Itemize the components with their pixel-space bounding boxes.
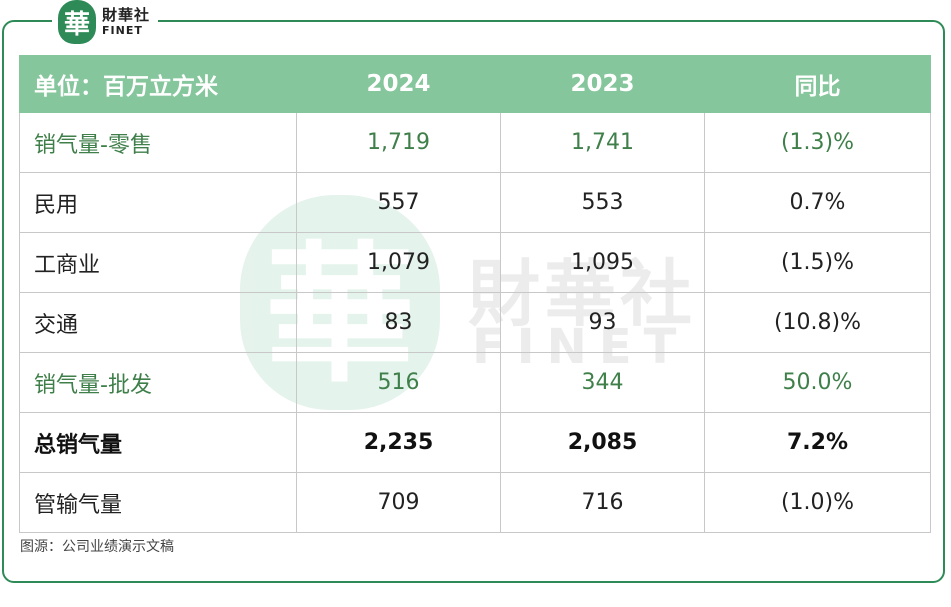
row-value-2024: 516 xyxy=(296,352,501,413)
table-row-total: 总销气量 2,235 2,085 7.2% xyxy=(19,412,931,473)
row-value-2024: 1,079 xyxy=(296,232,501,293)
row-yoy: 7.2% xyxy=(704,412,931,473)
row-yoy: (10.8)% xyxy=(704,292,931,353)
row-yoy: (1.0)% xyxy=(704,472,931,533)
row-label: 销气量-零售 xyxy=(19,112,297,173)
table-header-row: 单位：百万立方米 2024 2023 同比 xyxy=(19,55,931,113)
header-2024: 2024 xyxy=(296,55,501,113)
row-value-2023: 1,741 xyxy=(500,112,705,173)
row-value-2023: 2,085 xyxy=(500,412,705,473)
logo-en: FINET xyxy=(102,24,143,37)
row-label: 管输气量 xyxy=(19,472,297,533)
row-label: 总销气量 xyxy=(19,412,297,473)
row-value-2024: 83 xyxy=(296,292,501,353)
row-yoy: 0.7% xyxy=(704,172,931,233)
row-label: 销气量-批发 xyxy=(19,352,297,413)
header-2023: 2023 xyxy=(500,55,705,113)
row-label: 工商业 xyxy=(19,232,297,293)
row-value-2023: 553 xyxy=(500,172,705,233)
logo-mark-icon: 華 xyxy=(58,0,96,44)
row-value-2024: 1,719 xyxy=(296,112,501,173)
row-value-2024: 557 xyxy=(296,172,501,233)
table-row-retail: 销气量-零售 1,719 1,741 (1.3)% xyxy=(19,112,931,173)
row-yoy: (1.5)% xyxy=(704,232,931,293)
row-value-2023: 93 xyxy=(500,292,705,353)
header-yoy: 同比 xyxy=(704,55,931,113)
row-value-2023: 716 xyxy=(500,472,705,533)
row-yoy: (1.3)% xyxy=(704,112,931,173)
source-caption: 图源：公司业绩演示文稿 xyxy=(20,539,174,555)
table-row-wholesale: 销气量-批发 516 344 50.0% xyxy=(19,352,931,413)
row-value-2023: 1,095 xyxy=(500,232,705,293)
table-row-residential: 民用 557 553 0.7% xyxy=(19,172,931,233)
content-frame xyxy=(2,20,945,583)
table-row-pipeline: 管输气量 709 716 (1.0)% xyxy=(19,472,931,533)
row-value-2024: 709 xyxy=(296,472,501,533)
finet-logo: 華 財華社 FINET xyxy=(52,0,159,44)
row-label: 民用 xyxy=(19,172,297,233)
logo-text: 財華社 FINET xyxy=(102,6,151,37)
row-value-2023: 344 xyxy=(500,352,705,413)
row-value-2024: 2,235 xyxy=(296,412,501,473)
header-unit: 单位：百万立方米 xyxy=(19,55,297,113)
row-yoy: 50.0% xyxy=(704,352,931,413)
table-row-commercial: 工商业 1,079 1,095 (1.5)% xyxy=(19,232,931,293)
logo-cn: 財華社 xyxy=(102,6,151,24)
table-row-transport: 交通 83 93 (10.8)% xyxy=(19,292,931,353)
gas-volume-table: 单位：百万立方米 2024 2023 同比 销气量-零售 1,719 1,741… xyxy=(19,55,931,533)
row-label: 交通 xyxy=(19,292,297,353)
